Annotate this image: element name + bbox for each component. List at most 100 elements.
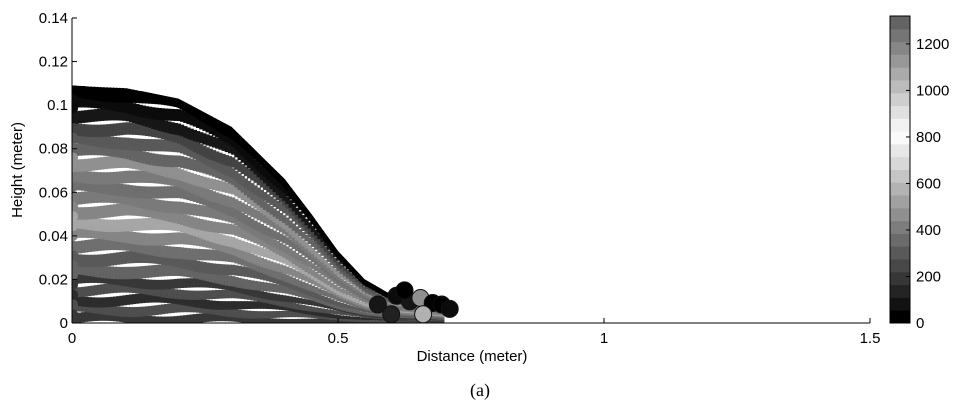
cloud-cell — [263, 282, 268, 292]
cloud-cell — [151, 251, 156, 264]
cloud-cell — [371, 293, 376, 297]
cloud-cell — [310, 269, 316, 276]
cloud-cell — [298, 240, 303, 248]
cloud-cell — [202, 205, 207, 217]
cloud-cell — [243, 214, 249, 225]
cloud-cell — [361, 304, 367, 308]
cloud-cell — [365, 290, 370, 294]
cloud-cell — [144, 197, 150, 210]
cloud-cell — [323, 282, 328, 288]
cloud-cell — [326, 262, 332, 268]
cloud-cell — [176, 175, 182, 188]
cloud-cell — [167, 218, 172, 231]
cloud-cell — [195, 191, 201, 203]
cloud-cell — [148, 198, 153, 211]
cloud-cell — [368, 320, 373, 323]
cloud-cell — [339, 315, 344, 319]
cloud-cell — [361, 319, 367, 323]
cloud-cell — [259, 171, 265, 181]
cloud-cell — [256, 316, 261, 324]
cloud-cell — [128, 250, 134, 264]
cloud-cell — [154, 286, 159, 297]
cloud-cell — [278, 233, 284, 242]
cloud-cell — [269, 211, 274, 220]
cloud-cell — [282, 226, 287, 235]
edge-particle — [72, 260, 79, 271]
colorbar-segment — [890, 220, 910, 234]
cloud-cell — [148, 285, 153, 296]
cloud-cell — [361, 299, 367, 303]
cloud-cell — [240, 310, 245, 319]
cloud-cell — [202, 219, 207, 231]
cloud-cell — [81, 178, 86, 191]
cloud-cell — [400, 317, 405, 320]
cloud-cell — [269, 242, 274, 251]
cloud-cell — [157, 252, 162, 265]
cloud-cell — [310, 278, 316, 285]
cloud-cell — [125, 230, 130, 244]
cloud-cell — [186, 215, 191, 227]
cloud-cell — [180, 264, 185, 277]
cloud-cell — [291, 318, 296, 324]
cloud-cell — [330, 302, 335, 308]
cloud-cell — [132, 294, 137, 305]
cloud-cell — [218, 312, 223, 322]
cloud-cell — [192, 314, 197, 324]
cloud-cell — [250, 315, 255, 324]
cloud-cell — [432, 319, 437, 322]
cloud-cell — [317, 281, 322, 288]
edge-particle — [72, 270, 79, 281]
cloud-cell — [195, 131, 201, 143]
cloud-cell — [288, 231, 293, 240]
edge-particle — [72, 191, 79, 202]
cloud-cell — [346, 287, 351, 292]
cloud-cell — [119, 229, 124, 243]
cloud-cell — [186, 222, 191, 235]
cloud-cell — [87, 132, 92, 146]
cloud-cell — [183, 232, 188, 245]
cloud-cell — [154, 153, 159, 166]
cloud-cell — [240, 285, 245, 294]
cloud-cell — [148, 139, 153, 152]
cloud-cell — [164, 108, 169, 121]
cloud-cell — [291, 296, 296, 303]
cloud-cell — [259, 294, 265, 303]
cloud-cell — [211, 136, 217, 148]
cloud-cell — [435, 312, 440, 314]
cloud-cell — [202, 278, 207, 288]
cloud-cell — [314, 235, 319, 241]
cloud-cell — [272, 298, 277, 305]
cloud-cell — [106, 204, 111, 218]
cloud-cell — [371, 291, 376, 295]
cloud-cell — [330, 248, 335, 254]
cloud-cell — [103, 181, 108, 194]
cloud-cell — [288, 280, 293, 289]
cloud-cell — [435, 320, 440, 322]
cloud-cell — [275, 191, 280, 201]
cloud-cell — [125, 170, 130, 184]
cloud-cell — [167, 165, 172, 178]
cloud-cell — [164, 245, 169, 258]
cloud-cell — [77, 254, 83, 267]
cloud-cell — [164, 172, 169, 185]
cloud-cell — [195, 116, 201, 128]
cloud-cell — [224, 155, 229, 166]
cloud-cell — [167, 316, 172, 324]
cloud-cell — [409, 309, 415, 312]
cloud-cell — [250, 232, 255, 242]
cloud-cell — [263, 271, 268, 281]
cloud-cell — [170, 293, 175, 304]
cloud-cell — [119, 306, 124, 317]
cloud-cell — [285, 286, 290, 294]
cloud-cell — [180, 295, 185, 305]
cloud-cell — [97, 254, 102, 267]
cloud-cell — [346, 275, 351, 280]
cloud-cell — [333, 300, 338, 306]
cloud-cell — [84, 132, 89, 145]
cloud-cell — [128, 238, 134, 252]
cloud-cell — [365, 320, 370, 323]
cloud-cell — [346, 270, 351, 274]
cloud-cell — [132, 266, 137, 279]
cloud-cell — [294, 289, 300, 297]
cloud-cell — [112, 252, 118, 266]
